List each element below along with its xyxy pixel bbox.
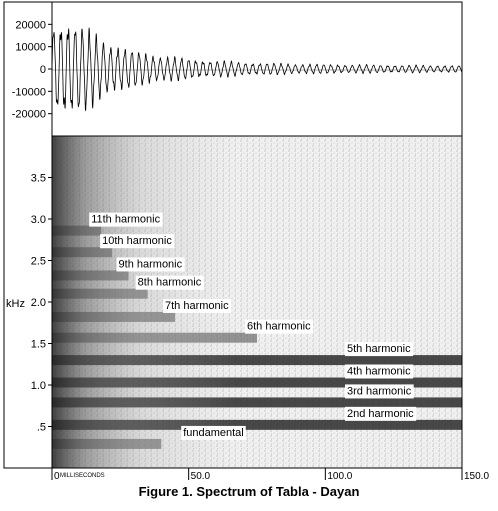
frequency-axis: .5 1.0 1.5 2.0 2.5 3.0 3.5 <box>31 173 52 434</box>
harmonic-label: 9th harmonic <box>119 258 183 270</box>
frequency-tick-label: 2.0 <box>31 297 46 309</box>
harmonic-label: 11th harmonic <box>91 214 160 226</box>
spectrogram-panel: fundamental 2nd harmonic 3rd harmonic 4th h… <box>3 1 489 482</box>
time-tick-label: 100.0 <box>327 471 352 482</box>
time-tick-label: 50.0 <box>191 471 211 482</box>
harmonic-label-bg <box>135 275 204 290</box>
harmonic-label: 4th harmonic <box>347 366 411 378</box>
harmonic-label: 6th harmonic <box>247 321 311 333</box>
harmonic-label-bg <box>245 319 314 334</box>
frequency-tick-label: .5 <box>37 422 46 434</box>
waveform-y-tick-label: 20000 <box>15 19 46 31</box>
waveform-y-axis: 20000 10000 0 -10000 -20000 <box>12 19 52 121</box>
harmonic-label: fundamental <box>183 427 244 439</box>
harmonic-label: 5th harmonic <box>347 343 411 355</box>
time-tick-label: 0 <box>54 471 60 482</box>
frequency-tick-label: 2.5 <box>31 256 46 268</box>
left-margin-frame <box>3 1 53 469</box>
waveform-y-tick-label: 0 <box>40 64 46 76</box>
frequency-tick-label: 1.0 <box>31 380 46 392</box>
harmonic-label: 3rd harmonic <box>347 385 412 397</box>
waveform-y-tick-label: -10000 <box>12 86 46 98</box>
harmonic-label-bg <box>345 364 414 379</box>
harmonic-label: 7th harmonic <box>165 300 229 312</box>
harmonic-labels: fundamental 2nd harmonic 3rd harmonic 4th h… <box>89 212 417 440</box>
waveform-line <box>51 27 463 112</box>
harmonic-label-bg <box>116 257 185 272</box>
harmonic-label: 8th harmonic <box>138 277 202 289</box>
frequency-tick-label: 1.5 <box>31 339 46 351</box>
time-tick-label: 150.0 <box>464 471 489 482</box>
harmonic-label-bg <box>163 298 232 313</box>
waveform-y-tick-label: -20000 <box>12 109 46 121</box>
waveform-panel: 20000 10000 0 -10000 -20000 <box>12 1 463 137</box>
harmonic-label-bg <box>345 342 414 357</box>
time-axis-label: MILLISECONDS <box>60 473 105 479</box>
time-axis: 0 50.0 100.0 150.0 MILLISECONDS <box>51 468 489 482</box>
frequency-tick-label: 3.5 <box>31 173 46 185</box>
harmonic-label: 2nd harmonic <box>347 408 414 420</box>
waveform-y-tick-label: 10000 <box>15 42 46 54</box>
frequency-tick-label: 3.0 <box>31 214 46 226</box>
harmonic-label-bg <box>89 212 163 227</box>
harmonic-label-bg <box>100 234 175 249</box>
waveform-frame <box>51 1 463 137</box>
harmonic-label-bg <box>181 425 246 440</box>
harmonic-label-bg <box>345 384 414 399</box>
harmonic-label-bg <box>345 406 417 421</box>
harmonic-label: 10th harmonic <box>102 235 172 247</box>
figure-caption: Figure 1. Spectrum of Tabla - Dayan <box>138 484 360 499</box>
frequency-axis-label: kHz <box>6 298 25 310</box>
